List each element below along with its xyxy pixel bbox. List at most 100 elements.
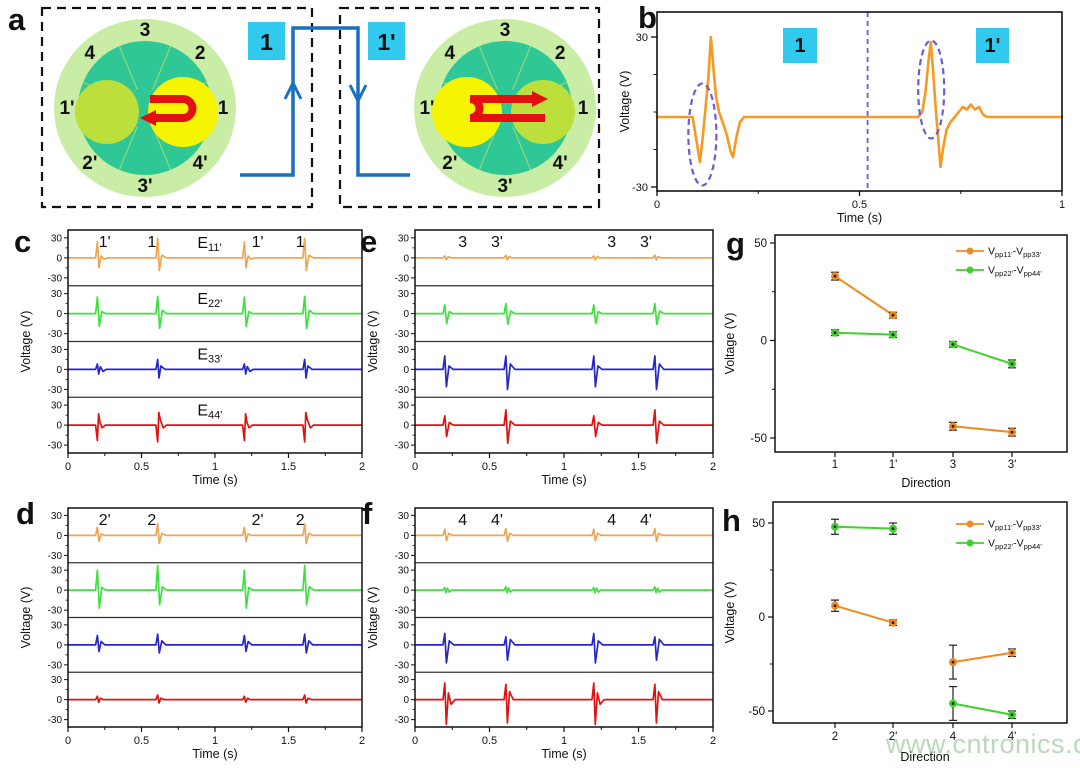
spike-annotation: 3 xyxy=(458,234,467,251)
x-tick-label: 2 xyxy=(359,735,365,747)
u-turn-arrow-left-icon xyxy=(150,95,197,122)
spike-annotation: 4' xyxy=(491,512,503,529)
legend-entry: Vpp22'-Vpp44' xyxy=(988,265,1042,279)
pulse-label-1prime: 1' xyxy=(377,29,395,55)
series-line xyxy=(834,525,894,530)
y-tick-label: 50 xyxy=(752,518,765,530)
x-tick-label: 4 xyxy=(950,731,957,743)
y-tick-label: 0 xyxy=(56,309,62,320)
spike-annotation: 1 xyxy=(147,234,156,251)
x-tick-label: 2 xyxy=(710,461,716,473)
x-tick-label: 2 xyxy=(710,735,716,747)
series-line xyxy=(952,425,1013,434)
y-tick-label: -50 xyxy=(750,433,767,445)
droplet xyxy=(432,77,502,147)
y-tick-label: 0 xyxy=(56,253,62,264)
y-tick-label: 0 xyxy=(403,365,409,376)
pulse-label-box-1 xyxy=(248,22,285,60)
watermark: www.cntronics.com xyxy=(886,729,1080,759)
y-tick-label: 50 xyxy=(754,238,767,250)
spike-annotation: 1' xyxy=(99,234,111,251)
x-tick-label: 1 xyxy=(212,735,218,747)
y-tick-label: -30 xyxy=(48,329,63,340)
sector-label: 1 xyxy=(578,98,589,119)
axes-frame xyxy=(772,501,1068,724)
trace-f-3 xyxy=(415,632,713,664)
sector-label: 3 xyxy=(500,20,511,41)
trace-label: E11' xyxy=(197,235,221,254)
x-tick-label: 1.5 xyxy=(281,461,296,473)
drive-pulse-waveform xyxy=(240,26,410,177)
x-tick-label: 1 xyxy=(832,459,838,471)
legend-marker-dot xyxy=(966,539,974,547)
sector-label: 2' xyxy=(442,153,457,174)
legend-marker-dot xyxy=(966,266,974,274)
spike-annotation: 4 xyxy=(607,512,616,529)
y-tick-label: 30 xyxy=(398,566,410,577)
sector-divider xyxy=(118,45,138,90)
spike-annotation: 3' xyxy=(640,234,652,251)
panel-label-h: h xyxy=(722,503,741,538)
device-box-1 xyxy=(40,6,314,209)
trace-d-2 xyxy=(68,564,362,609)
trace-d-1 xyxy=(68,523,362,545)
droplet-trail xyxy=(511,80,575,144)
x-axis-label: Time (s) xyxy=(541,473,586,487)
spike-annotation: 2 xyxy=(296,512,305,529)
sector-label: 1' xyxy=(419,98,434,119)
sector-divider xyxy=(152,45,172,90)
pulse-label-1prime: 1' xyxy=(985,35,1001,57)
y-tick-label: -30 xyxy=(632,182,648,194)
trace-c-4 xyxy=(68,411,362,443)
y-tick-label: 0 xyxy=(56,695,62,706)
spike-annotation: 2' xyxy=(99,512,111,529)
trace-f-4 xyxy=(415,682,713,726)
pulse-label-box-1 xyxy=(783,28,817,63)
axes-frame xyxy=(774,234,1068,453)
y-tick-label: 0 xyxy=(761,336,767,348)
sector-label: 4 xyxy=(85,43,96,64)
y-tick-label: 30 xyxy=(398,511,410,522)
y-tick-label: 0 xyxy=(56,365,62,376)
x-tick-label: 1.5 xyxy=(631,461,646,473)
x-axis-label: Time (s) xyxy=(192,747,237,761)
y-tick-label: -30 xyxy=(48,660,63,671)
y-tick-label: 0 xyxy=(759,612,765,624)
trace-e-4 xyxy=(415,408,713,444)
x-tick-label: 0.5 xyxy=(134,461,149,473)
x-axis-label: Time (s) xyxy=(192,473,237,487)
y-tick-label: 30 xyxy=(398,289,410,300)
x-tick-label: 0 xyxy=(65,735,71,747)
y-tick-label: -30 xyxy=(395,273,410,284)
up-arrow-icon xyxy=(283,79,303,100)
trace-e-2 xyxy=(415,302,713,326)
x-tick-label: 0.5 xyxy=(482,461,497,473)
highlight-ellipse-1 xyxy=(687,82,718,187)
x-tick-label: 0 xyxy=(412,735,418,747)
y-tick-label: 0 xyxy=(56,421,62,432)
x-axis-label: Time (s) xyxy=(837,211,882,225)
panel-h-chart: 50 0 -50 2 2' 4 4' Direction Voltage (V) Vpp11'-V… xyxy=(723,501,1068,764)
y-tick-label: 0 xyxy=(56,531,62,542)
panel-label-g: g xyxy=(726,226,745,261)
trace-d-3 xyxy=(68,633,362,654)
y-tick-label: 30 xyxy=(398,620,410,631)
spike-annotation: 4 xyxy=(458,512,467,529)
x-tick-label: 0 xyxy=(412,461,418,473)
sector-label: 4 xyxy=(445,43,456,64)
y-tick-label: 30 xyxy=(51,566,63,577)
sector-divider xyxy=(512,45,532,90)
y-tick-label: 0 xyxy=(403,253,409,264)
y-tick-label: -30 xyxy=(48,715,63,726)
x-tick-label: 1.5 xyxy=(631,735,646,747)
x-tick-label: 2' xyxy=(889,731,898,743)
sector-label: 2 xyxy=(195,43,206,64)
x-tick-label: 1 xyxy=(1059,199,1065,211)
series-line xyxy=(834,331,894,336)
series-line xyxy=(834,604,894,624)
y-tick-label: 30 xyxy=(51,511,63,522)
y-axis-label: Voltage (V) xyxy=(366,311,380,373)
